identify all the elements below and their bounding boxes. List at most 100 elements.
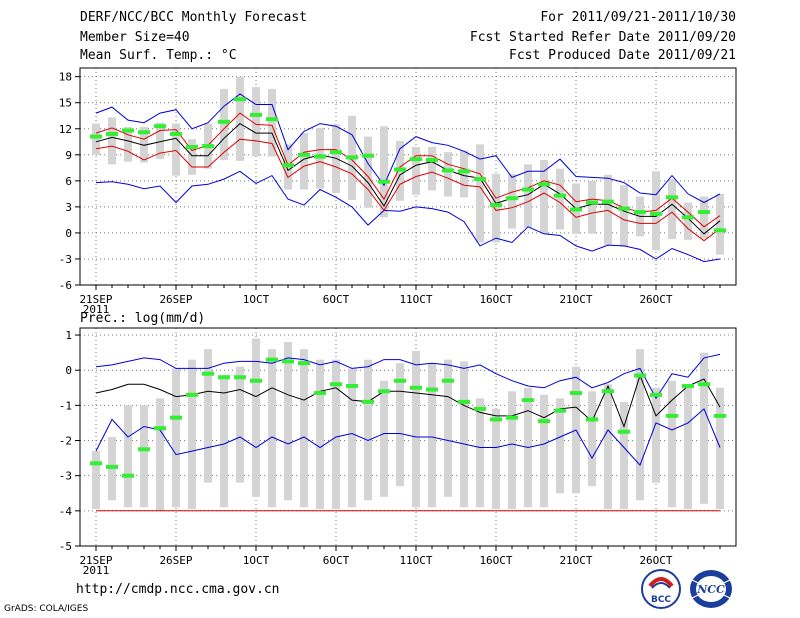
temp-xtick-label: 21OCT xyxy=(559,293,592,306)
temp-observed-marker xyxy=(202,144,214,149)
temp-observed-marker xyxy=(426,158,438,163)
prec-observed-marker xyxy=(618,429,630,434)
bcc-logo: BCC xyxy=(641,569,681,609)
temp-spread-bar xyxy=(364,136,372,208)
temp-observed-marker xyxy=(154,124,166,129)
temp-observed-marker xyxy=(554,193,566,198)
prec-xtick-label: 11OCT xyxy=(399,554,432,567)
prec-xtick-label: 1OCT xyxy=(243,554,270,567)
prec-observed-marker xyxy=(474,406,486,411)
prec-spread-bar xyxy=(652,387,660,483)
temp-observed-marker xyxy=(346,155,358,160)
prec-xtick-label: 6OCT xyxy=(323,554,350,567)
prec-spread-bar xyxy=(540,394,548,508)
source-url[interactable]: http://cmdp.ncc.cma.gov.cn xyxy=(76,582,280,597)
prec-observed-marker xyxy=(266,357,278,362)
ncc-logo-text: NCC xyxy=(696,583,725,596)
ncc-logo: NCC xyxy=(690,570,732,608)
prec-mean-line xyxy=(95,374,721,428)
temp-observed-marker xyxy=(378,179,390,184)
prec-ytick-label: -4 xyxy=(59,505,73,518)
prec-spread-bar xyxy=(204,349,212,483)
temp-spread-bar xyxy=(492,173,500,243)
prec-spread-bar xyxy=(364,359,372,501)
temp-ytick-label: 18 xyxy=(59,71,72,84)
prec-spread-bar xyxy=(236,366,244,483)
prec-observed-marker xyxy=(330,382,342,387)
prec-spread-bar xyxy=(220,377,228,508)
prec-observed-marker xyxy=(298,361,310,366)
temp-spread-bar xyxy=(556,168,564,230)
prec-observed-marker xyxy=(202,371,214,376)
temp-spread-bar xyxy=(380,126,388,218)
forecast-started-date: Fcst Started Refer Date 2011/09/20 xyxy=(469,30,736,45)
prec-spread-bar xyxy=(284,342,292,501)
prec-observed-marker xyxy=(138,447,150,452)
prec-spread-bar xyxy=(140,405,148,508)
prec-spread-bar xyxy=(508,391,516,510)
prec-min-line xyxy=(95,408,721,467)
temp-observed-marker xyxy=(650,211,662,216)
prec-observed-marker xyxy=(218,375,230,380)
temp-observed-marker xyxy=(234,97,246,102)
prec-spread-bar xyxy=(348,368,356,508)
temp-observed-marker xyxy=(186,144,198,149)
prec-spread-bar xyxy=(684,384,692,510)
prec-spread-bar xyxy=(556,398,564,494)
temp-observed-marker xyxy=(250,112,262,117)
prec-observed-marker xyxy=(570,391,582,396)
temp-spread-bar xyxy=(684,202,692,240)
prec-max-line xyxy=(95,353,721,400)
temp-spread-bar xyxy=(716,193,724,255)
prec-observed-marker xyxy=(506,415,518,420)
temp-observed-marker xyxy=(330,150,342,155)
prec-spread-bar xyxy=(716,387,724,510)
prec-observed-marker xyxy=(234,375,246,380)
prec-observed-marker xyxy=(122,473,134,478)
prec-observed-marker xyxy=(426,387,438,392)
temp-xtick-label: 26OCT xyxy=(639,293,672,306)
temp-spread-bar xyxy=(476,144,484,243)
temp-observed-marker xyxy=(458,169,470,174)
temp-spread-bar xyxy=(300,133,308,190)
temp-observed-marker xyxy=(682,215,694,220)
prec-spread-bar xyxy=(316,359,324,510)
temp-spread-bar xyxy=(540,160,548,234)
prec-xtick-label: 26OCT xyxy=(639,554,672,567)
prec-spread-bar xyxy=(412,350,420,508)
temp-observed-marker xyxy=(634,210,646,215)
prec-spread-bar xyxy=(636,349,644,501)
temp-spread-bar xyxy=(156,122,164,160)
prec-observed-marker xyxy=(554,408,566,413)
temp-mean-line xyxy=(95,122,721,235)
chart-title: DERF/NCC/BCC Monthly Forecast xyxy=(80,10,307,25)
temp-observed-marker xyxy=(538,182,550,187)
temp-ytick-label: 6 xyxy=(65,175,72,188)
temp-ytick-label: 3 xyxy=(65,201,72,214)
prec-spread-bar xyxy=(476,398,484,508)
temp-observed-marker xyxy=(266,117,278,122)
prec-observed-marker xyxy=(522,398,534,403)
prec-spread-bar xyxy=(268,349,276,508)
temp-ytick-label: 9 xyxy=(65,149,72,162)
temp-observed-marker xyxy=(282,163,294,168)
temp-spread-bar xyxy=(412,146,420,195)
prec-observed-marker xyxy=(362,399,374,404)
prec-spread-bar xyxy=(620,401,628,510)
prec-spread-bar xyxy=(124,405,132,508)
temp-ytick-label: -3 xyxy=(59,253,72,266)
prec-observed-marker xyxy=(586,417,598,422)
prec-observed-marker xyxy=(698,382,710,387)
prec-ytick-label: -3 xyxy=(59,470,72,483)
temp-min-line xyxy=(95,170,721,263)
temp-observed-marker xyxy=(218,119,230,124)
temp-observed-marker xyxy=(170,131,182,136)
temp-spread-bar xyxy=(428,146,436,191)
temp-spread-bar xyxy=(508,173,516,229)
prec-observed-marker xyxy=(250,378,262,383)
prec-observed-marker xyxy=(186,392,198,397)
prec-observed-marker xyxy=(666,413,678,418)
grads-credit: GrADS: COLA/IGES xyxy=(4,604,89,614)
temp-ytick-label: -6 xyxy=(59,279,72,292)
prec-observed-marker xyxy=(410,385,422,390)
